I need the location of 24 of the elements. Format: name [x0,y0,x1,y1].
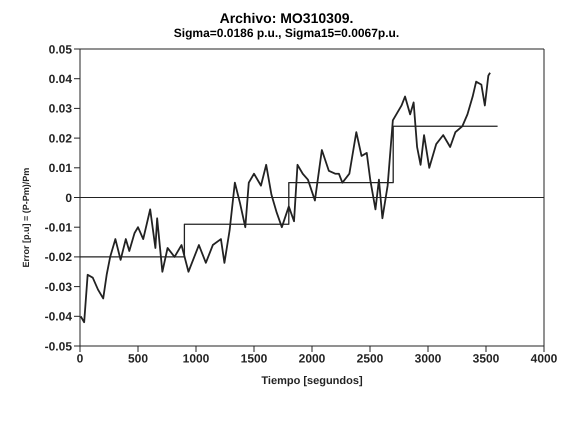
x-tick-label: 3500 [472,352,500,366]
y-tick-label: -0.05 [44,339,72,354]
x-tick-label: 4000 [530,352,558,366]
x-tick-label: 3000 [414,352,442,366]
y-tick-label: -0.04 [44,310,72,324]
chart-title: Archivo: MO310309. [218,10,354,26]
x-tick-label: 2500 [356,352,384,366]
y-tick-label: -0.03 [44,280,72,294]
x-tick-label: 2000 [298,352,326,366]
y-tick-label: 0.01 [48,161,72,176]
y-axis-title: Error [p.u] = (P-Pm)/Pm [21,168,32,268]
chart-subtitle: Sigma=0.0186 p.u., Sigma15=0.0067p.u. [172,26,400,40]
y-tick-label: 0.04 [48,72,72,86]
x-tick-label: 1500 [240,352,268,366]
y-tick-label: 0 [65,190,72,205]
y-tick-label: 0.03 [48,102,72,116]
y-tick-label: -0.02 [44,250,72,264]
x-tick-label: 500 [128,352,148,366]
x-tick-label: 0 [76,352,84,366]
y-tick-label: -0.01 [44,220,72,234]
x-axis-title: Tiempo [segundos] [261,375,363,387]
y-tick-label: 0.05 [48,42,72,56]
y-tick-label: 0.02 [48,131,72,146]
x-tick-label: 1000 [182,352,210,366]
